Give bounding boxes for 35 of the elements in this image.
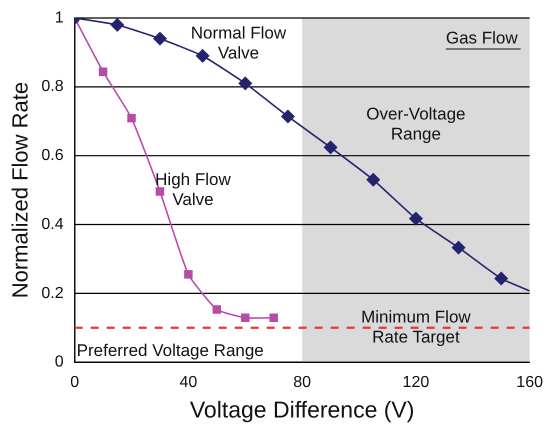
y-tick-label: 0 [54, 354, 64, 371]
x-tick-label: 160 [516, 374, 544, 392]
series-label: High Flow Valve [155, 170, 232, 209]
annotation: Gas Flow [446, 28, 518, 48]
point [152, 32, 167, 46]
y-tick-label: 0.8 [41, 78, 64, 96]
point [184, 270, 193, 279]
point [127, 114, 136, 122]
y-tick-label: 0.4 [41, 216, 64, 233]
band-label: Over-Voltage Range [366, 104, 466, 144]
point [452, 240, 466, 255]
y-tick-label: 0.2 [41, 284, 64, 302]
point [324, 140, 338, 154]
point [280, 109, 295, 124]
point [269, 314, 278, 322]
y-tick-label: 1 [54, 9, 64, 26]
y-axis-title: Normalized Flow Rate [7, 82, 32, 298]
y-tick-label: 0.6 [41, 147, 64, 164]
point [494, 272, 508, 286]
x-tick-label: 80 [293, 374, 312, 392]
annotation: Preferred Voltage Range [76, 340, 264, 360]
point [408, 212, 423, 226]
point [110, 18, 124, 32]
point [212, 305, 222, 314]
point [98, 67, 108, 76]
point [366, 172, 380, 187]
x-tick-label: 120 [402, 374, 430, 392]
point [196, 48, 210, 63]
point [238, 76, 252, 90]
series-label: Normal Flow Valve [190, 24, 287, 62]
point [241, 314, 250, 322]
x-tick-label: 0 [70, 374, 80, 392]
x-axis-title: Voltage Difference (V) [190, 396, 414, 423]
x-tick-label: 40 [179, 374, 198, 392]
ref-line-label: Minimum Flow Rate Target [361, 307, 472, 346]
